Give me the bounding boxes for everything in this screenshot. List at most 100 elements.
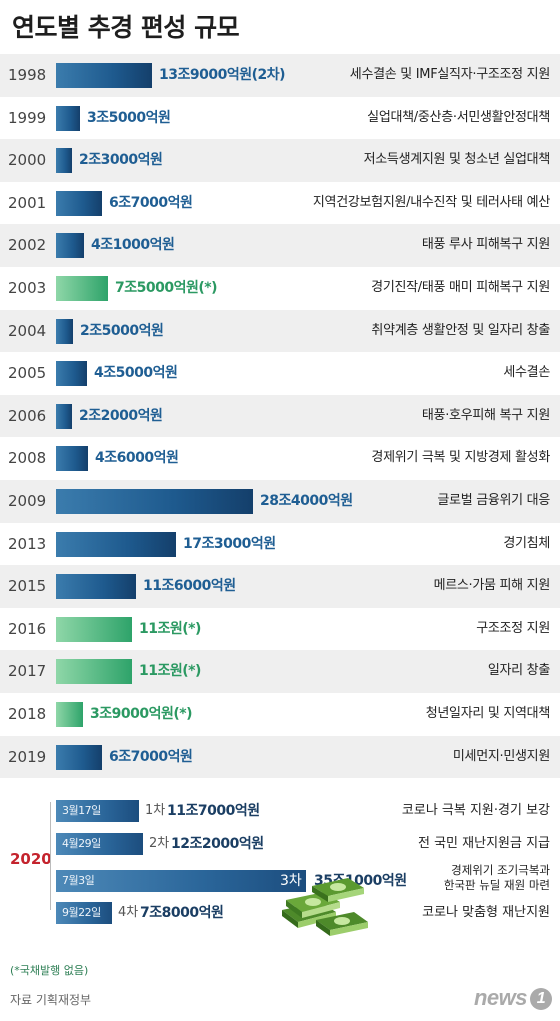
chart-row: 2013 17조3000억원 경기침체 xyxy=(0,523,560,566)
bar xyxy=(56,403,72,429)
round-date: 9월22일 xyxy=(62,906,101,919)
chart-row: 2009 28조4000억원 글로벌 금융위기 대응 xyxy=(0,479,560,523)
round-order: 3차 xyxy=(280,873,302,889)
year-label: 2008 xyxy=(8,449,47,468)
round-row: 4월29일 2차 12조2000억원 전 국민 재난지원금 지급 xyxy=(0,833,560,859)
bar xyxy=(56,361,87,387)
amount-label: 2조3000억원 xyxy=(79,152,163,169)
year-label: 2015 xyxy=(8,577,47,596)
round-amount: 11조7000억원 xyxy=(167,803,260,819)
bar xyxy=(56,616,132,642)
bar xyxy=(56,63,152,88)
reason-label: 청년일자리 및 지역대책 xyxy=(425,705,551,721)
round-reason-line: 코로나 극복 지원·경기 보강 xyxy=(401,803,550,818)
amount-label: 11조원(*) xyxy=(139,620,201,637)
year-label: 2013 xyxy=(8,534,47,553)
reason-label: 태풍 루사 피해복구 지원 xyxy=(421,237,550,253)
reason-label: 경제위기 극복 및 지방경제 활성화 xyxy=(371,450,550,466)
year-label: 1999 xyxy=(8,108,47,127)
bar xyxy=(56,275,108,301)
amount-label: 11조원(*) xyxy=(139,663,201,680)
amount-label: 2조5000억원 xyxy=(80,322,164,339)
logo-text: news xyxy=(473,985,528,1010)
year-label: 2002 xyxy=(8,236,47,255)
bar xyxy=(56,105,80,131)
amount-label: 28조4000억원 xyxy=(260,492,353,509)
round-amount: 12조2000억원 xyxy=(171,836,264,852)
reason-label: 세수결손 xyxy=(503,365,550,381)
reason-label: 저소득생계지원 및 청소년 실업대책 xyxy=(363,152,551,168)
reason-label: 메르스·가뭄 피해 지원 xyxy=(433,578,551,594)
year-label: 2004 xyxy=(8,321,47,340)
round-order: 4차 xyxy=(118,905,139,920)
amount-label: 3조5000억원 xyxy=(87,109,171,126)
chart-row: 2018 3조9000억원(*) 청년일자리 및 지역대책 xyxy=(0,693,560,736)
chart-row: 2003 7조5000억원(*) 경기진작/태풍 매미 피해복구 지원 xyxy=(0,267,560,310)
amount-label: 7조5000억원(*) xyxy=(115,279,217,296)
round-date: 7월3일 xyxy=(62,874,95,887)
chart-row: 2005 4조5000억원 세수결손 xyxy=(0,352,560,395)
reason-label: 일자리 창출 xyxy=(487,663,550,679)
amount-label: 6조7000억원 xyxy=(109,194,193,211)
round-reason: 코로나 극복 지원·경기 보강 xyxy=(402,800,550,822)
year-label: 2003 xyxy=(8,278,47,297)
logo-badge: 1 xyxy=(530,988,552,1011)
round-order: 2차 xyxy=(149,836,170,851)
footnote: (*국채발행 없음) xyxy=(10,964,89,977)
year-label: 2019 xyxy=(8,747,47,766)
reason-label: 세수결손 및 IMF실직자·구조조정 지원 xyxy=(349,67,551,82)
round-row: 3월17일 1차 11조7000억원 코로나 극복 지원·경기 보강 xyxy=(0,800,560,826)
amount-label: 4조6000억원 xyxy=(95,450,179,467)
chart-row: 2004 2조5000억원 취약계층 생활안정 및 일자리 창출 xyxy=(0,309,560,353)
amount-label: 13조9000억원(2차) xyxy=(159,67,286,83)
chart-row: 2019 6조7000억원 미세먼지·민생지원 xyxy=(0,735,560,779)
round-bar: 4월29일 xyxy=(56,833,143,855)
year-label: 2000 xyxy=(8,151,47,170)
bar xyxy=(56,531,176,557)
chart-row: 2000 2조3000억원 저소득생계지원 및 청소년 실업대책 xyxy=(0,139,560,182)
money-stack-icon xyxy=(282,878,368,936)
reason-label: 경기침체 xyxy=(503,535,550,551)
chart-row: 2016 11조원(*) 구조조정 지원 xyxy=(0,608,560,651)
amount-label: 2조2000억원 xyxy=(79,407,163,424)
round-order: 1차 xyxy=(145,803,166,818)
round-reason-line: 경제위기 조기극복과 xyxy=(451,863,550,877)
chart-row: 1998 13조9000억원(2차) 세수결손 및 IMF실직자·구조조정 지원 xyxy=(0,54,560,97)
bar xyxy=(56,148,72,174)
reason-label: 실업대책/중산층·서민생활안정대책 xyxy=(367,109,550,125)
bar xyxy=(56,701,83,727)
chart-row: 2002 4조1000억원 태풍 루사 피해복구 지원 xyxy=(0,224,560,267)
reason-label: 글로벌 금융위기 대응 xyxy=(437,492,550,508)
chart-row: 2008 4조6000억원 경제위기 극복 및 지방경제 활성화 xyxy=(0,437,560,480)
news1-logo: news 1 xyxy=(474,985,552,1011)
round-reason: 코로나 맞춤형 재난지원 xyxy=(422,902,550,924)
round-date: 3월17일 xyxy=(62,804,101,817)
chart-row: 2017 11조원(*) 일자리 창출 xyxy=(0,650,560,693)
bar xyxy=(56,744,102,770)
bar xyxy=(56,574,136,600)
year-label: 2001 xyxy=(8,193,47,212)
amount-label: 11조6000억원 xyxy=(143,578,236,595)
year-2020-bracket xyxy=(50,802,57,910)
amount-label: 4조5000억원 xyxy=(94,365,178,382)
reason-label: 미세먼지·민생지원 xyxy=(452,748,550,764)
year-label: 2018 xyxy=(8,704,47,723)
reason-label: 구조조정 지원 xyxy=(476,620,550,636)
year-label: 2006 xyxy=(8,406,47,425)
bar xyxy=(56,446,88,472)
amount-label: 6조7000억원 xyxy=(109,748,193,765)
chart-rows: 1998 13조9000억원(2차) 세수결손 및 IMF실직자·구조조정 지원 19… xyxy=(0,54,560,779)
round-reason-line: 코로나 맞춤형 재난지원 xyxy=(422,905,550,920)
bar xyxy=(56,488,253,514)
bar xyxy=(56,318,73,344)
year-label: 2017 xyxy=(8,662,47,681)
bar xyxy=(56,233,84,259)
chart-row: 1999 3조5000억원 실업대책/중산층·서민생활안정대책 xyxy=(0,97,560,140)
round-row: 9월22일 4차 7조8000억원 코로나 맞춤형 재난지원 xyxy=(0,902,560,928)
chart-row: 2015 11조6000억원 메르스·가뭄 피해 지원 xyxy=(0,565,560,608)
year-label: 2005 xyxy=(8,364,47,383)
page-title: 연도별 추경 편성 규모 xyxy=(12,13,240,42)
reason-label: 경기진작/태풍 매미 피해복구 지원 xyxy=(371,279,550,295)
chart-row: 2001 6조7000억원 지역건강보험지원/내수진작 및 테러사태 예산 xyxy=(0,182,560,225)
source-credit: 자료 기획재정부 xyxy=(10,993,92,1007)
